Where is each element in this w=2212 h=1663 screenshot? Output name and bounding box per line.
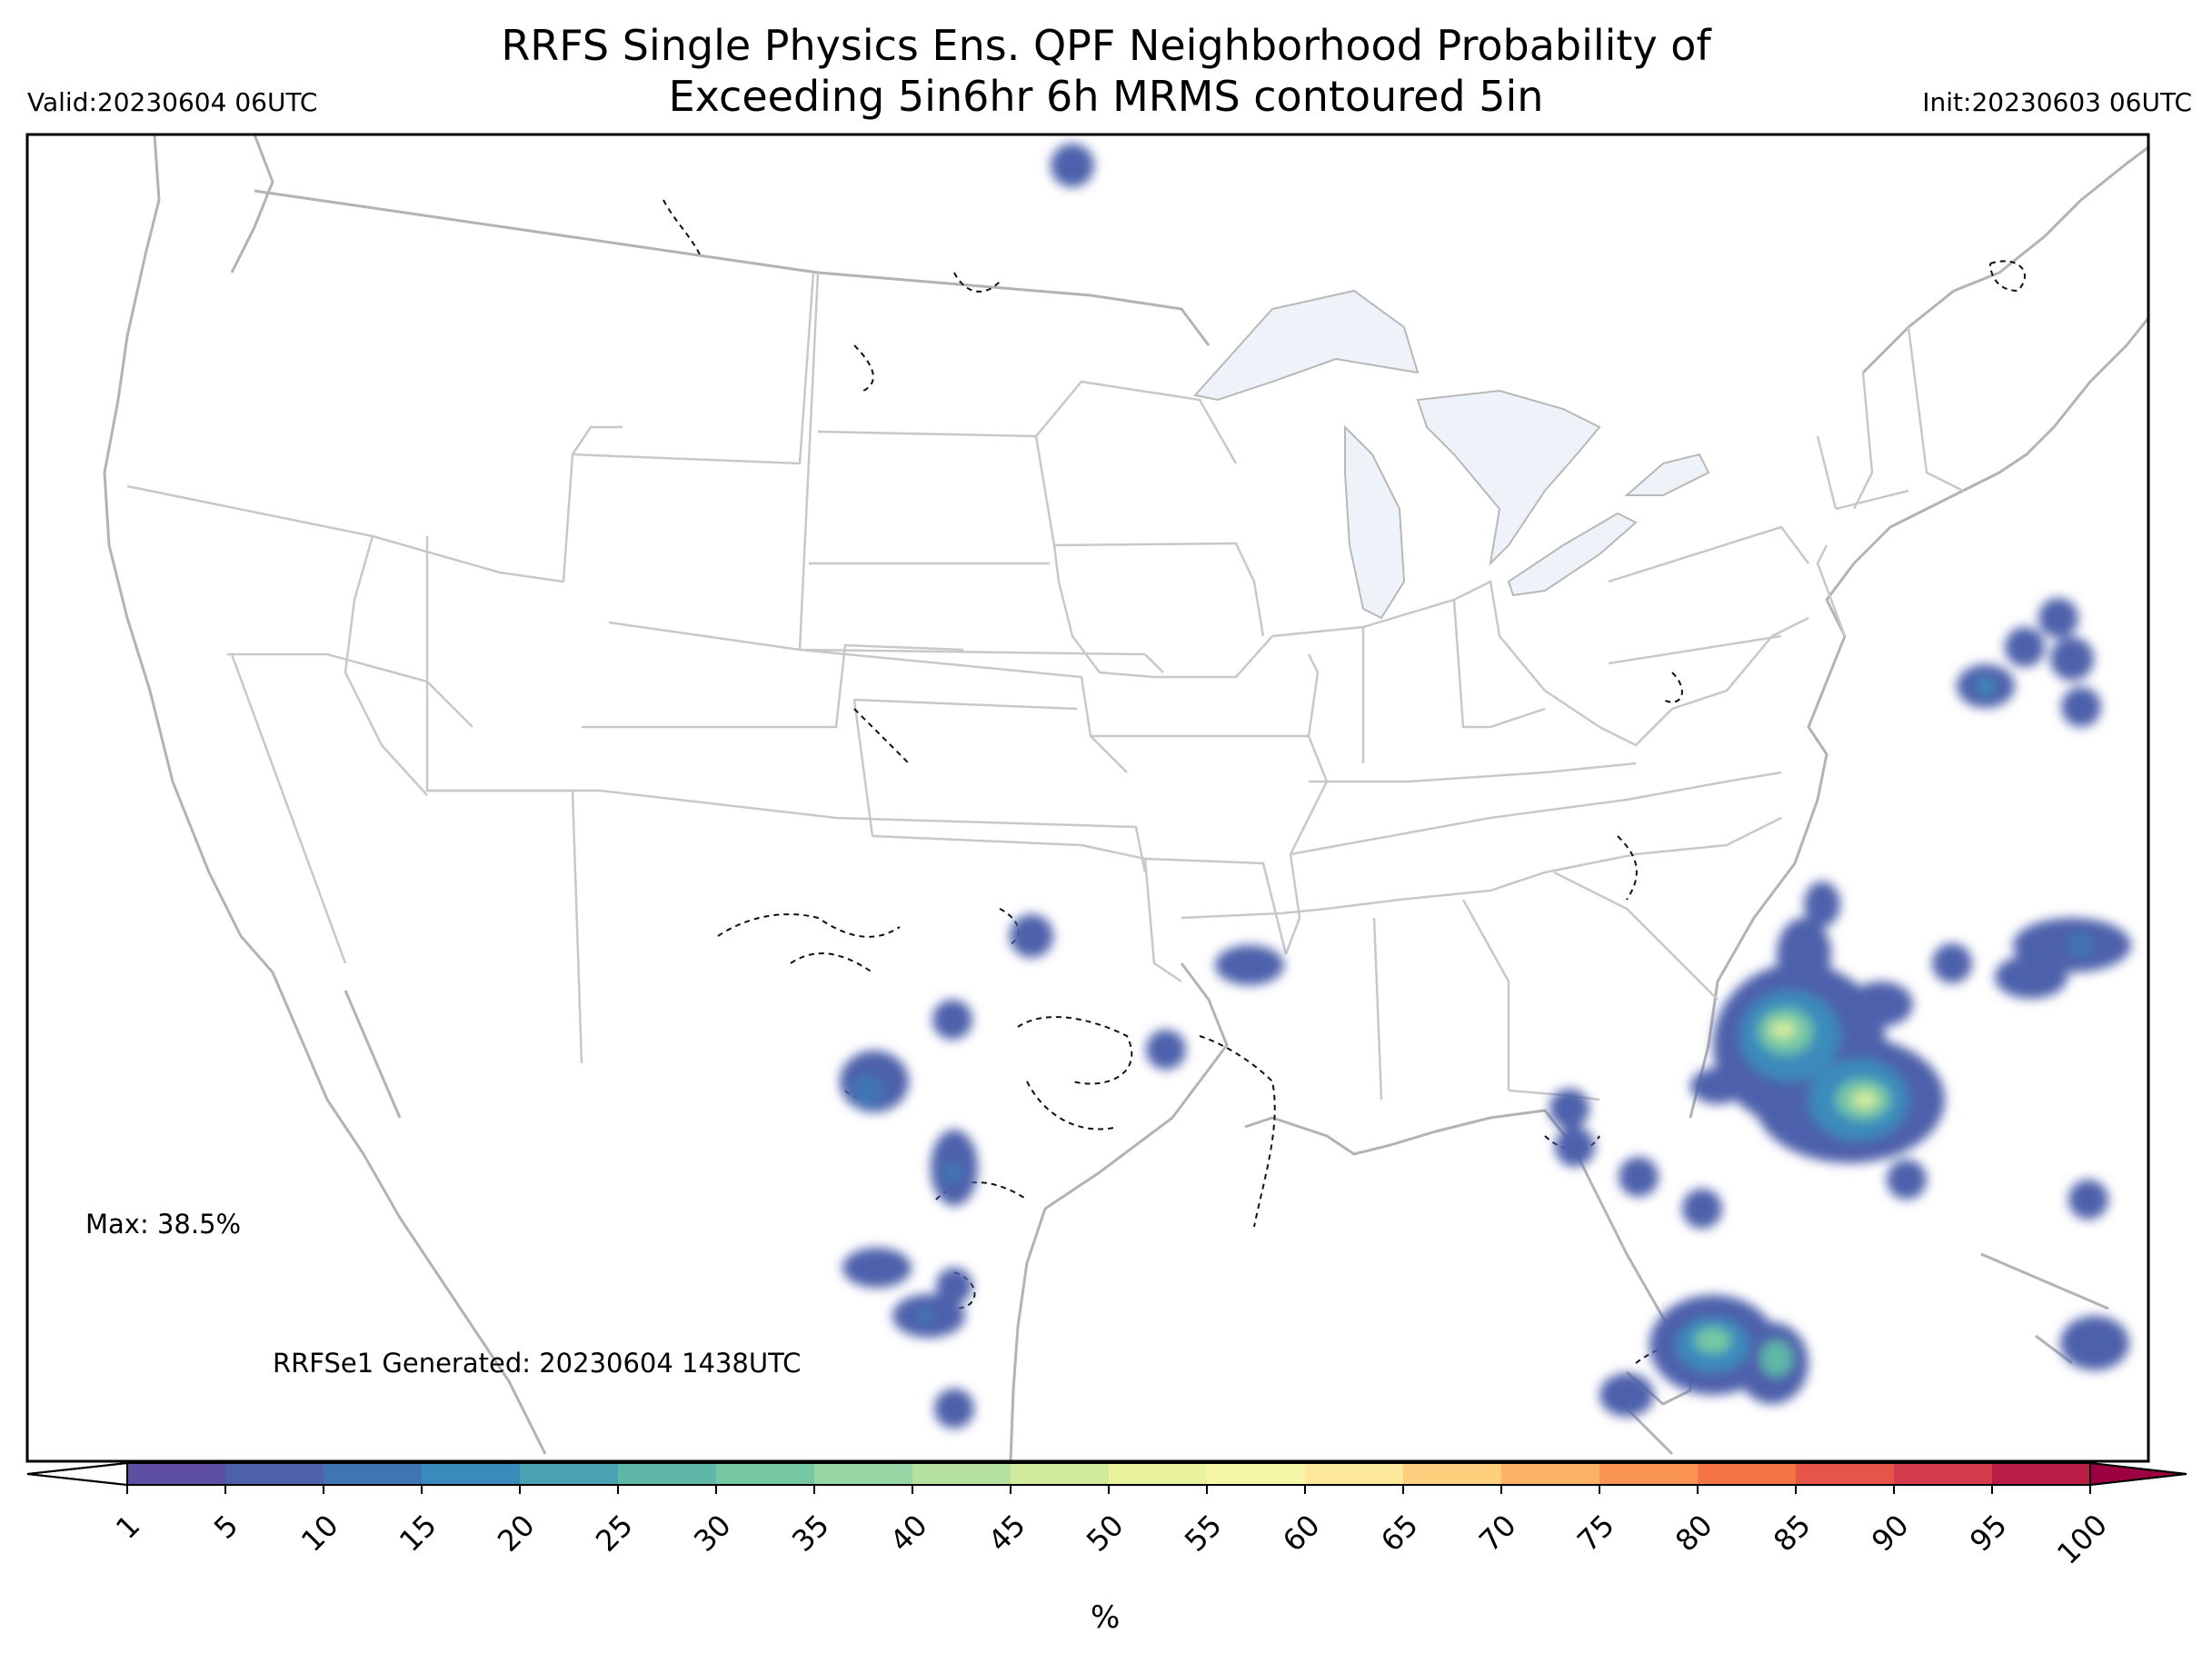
blob-atlantic-offshore (1690, 881, 1972, 1200)
blob-oklahoma (1010, 914, 1053, 958)
colorbar-segment (324, 1463, 423, 1485)
colorbar-under-arrow (26, 1461, 128, 1487)
colorbar-segments (26, 1461, 2187, 1494)
colorbar-unit-label: % (1091, 1599, 1121, 1636)
colorbar-segment (1011, 1463, 1110, 1485)
chart-title: RRFS Single Physics Ens. QPF Neighborhoo… (0, 20, 2212, 122)
colorbar-segment (1698, 1463, 1797, 1485)
colorbar-segment (1992, 1463, 2091, 1485)
colorbar-segment (1501, 1463, 1600, 1485)
colorbar-segment (127, 1463, 226, 1485)
colorbar-segment (1207, 1463, 1306, 1485)
colorbar-segment (814, 1463, 913, 1485)
colorbar-segment (1403, 1463, 1502, 1485)
colorbar-segment (716, 1463, 815, 1485)
map-frame (25, 133, 2150, 1463)
great-lakes (1193, 289, 1710, 620)
probability-blobs (840, 144, 2131, 1429)
colorbar-segment (1796, 1463, 1895, 1485)
colorbar-segment (1109, 1463, 1208, 1485)
colorbar-segment (1305, 1463, 1404, 1485)
blob-arkansas (1146, 945, 1284, 1070)
max-value-label: Max: 38.5% (85, 1209, 242, 1240)
colorbar-segment (422, 1463, 521, 1485)
title-line-2: Exceeding 5in6hr 6h MRMS contoured 5in (668, 72, 1544, 121)
valid-time-label: Valid:20230604 06UTC (27, 87, 318, 117)
coastlines (103, 134, 2148, 1461)
blob-florida-panhandle (1549, 1089, 1722, 1229)
blob-mid-atlantic-offshore (1995, 918, 2131, 1220)
colorbar-over-arrow (2089, 1461, 2187, 1487)
title-line-1: RRFS Single Physics Ens. QPF Neighborhoo… (501, 21, 1711, 70)
state-borders (126, 272, 1964, 1101)
colorbar-segment (1894, 1463, 1993, 1485)
init-time-label: Init:20230603 06UTC (1922, 87, 2192, 117)
colorbar-segment (618, 1463, 717, 1485)
colorbar-segment (912, 1463, 1011, 1485)
blob-south-texas (842, 1248, 974, 1429)
blob-bahamas (2060, 1316, 2129, 1370)
generated-label: RRFSe1 Generated: 20230604 1438UTC (273, 1348, 802, 1379)
blob-south-florida (1599, 1295, 1808, 1417)
blob-central-texas (931, 1130, 978, 1206)
colorbar-segment (225, 1463, 324, 1485)
colorbar-segment (1599, 1463, 1699, 1485)
blob-new-england-offshore (1957, 598, 2101, 727)
blob-north-dakota (1051, 144, 1094, 187)
colorbar-segment (520, 1463, 619, 1485)
blob-west-texas (840, 1000, 972, 1112)
